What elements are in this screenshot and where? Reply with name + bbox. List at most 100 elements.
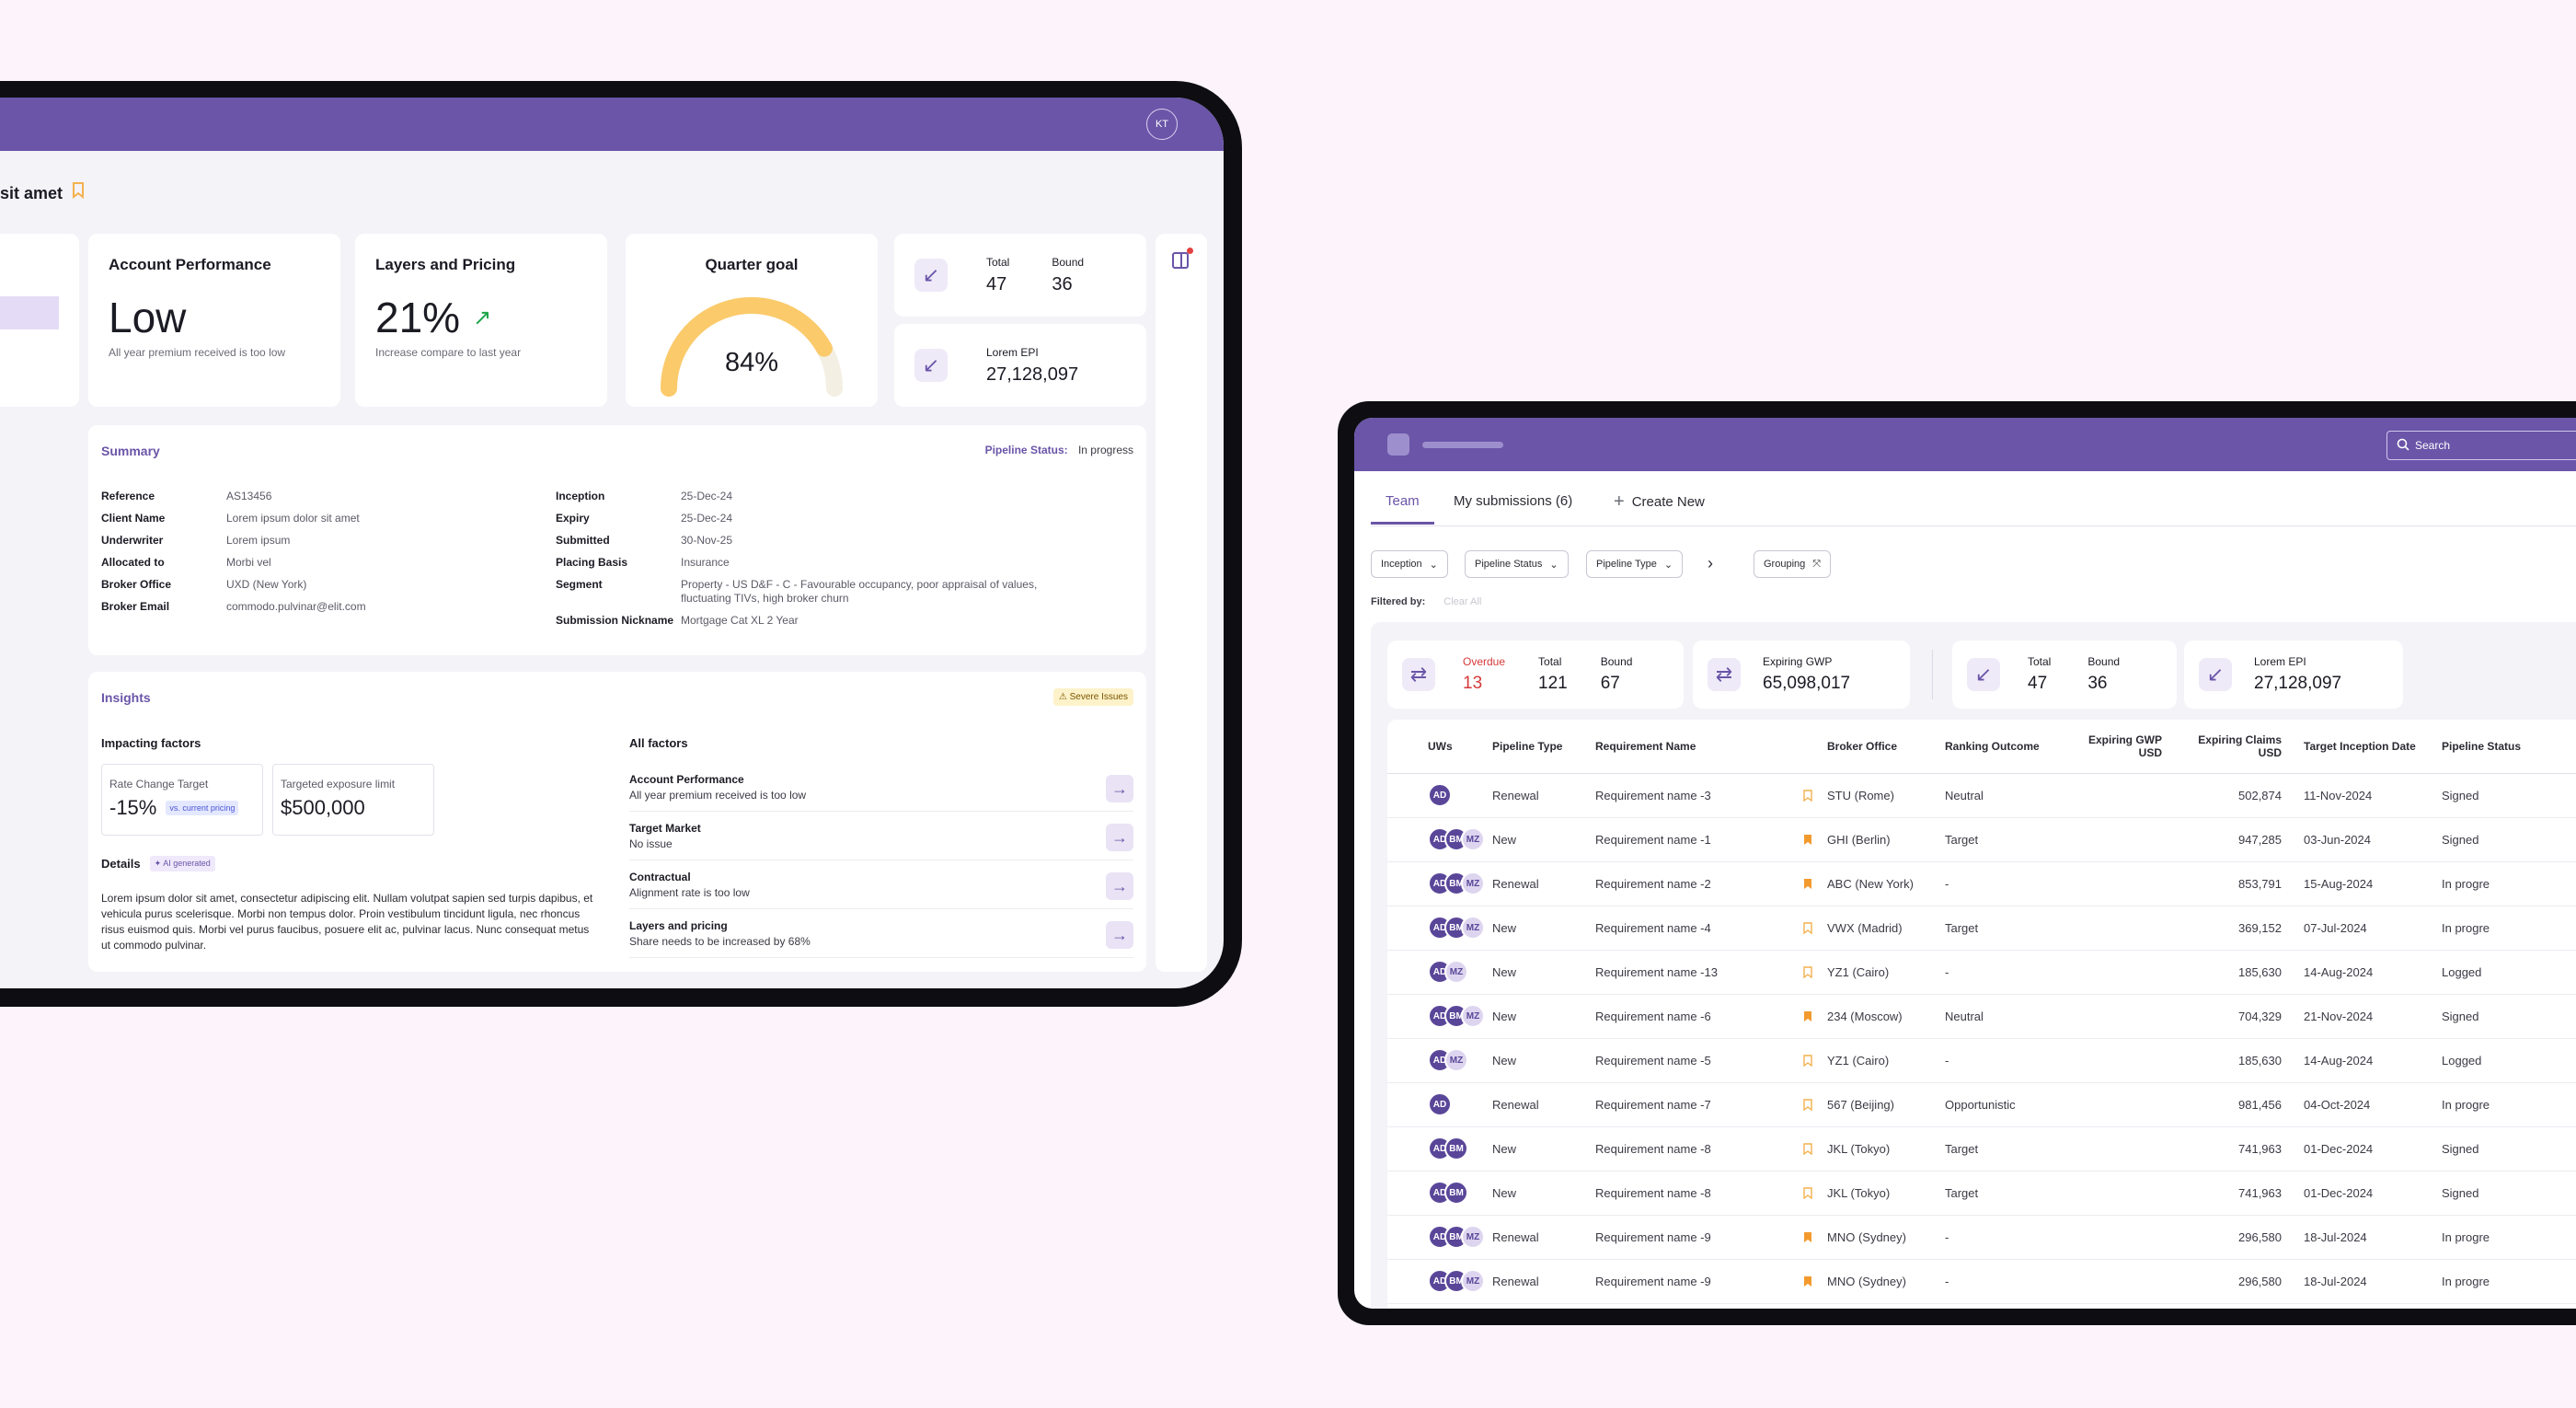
filter-inception[interactable]: Inception ⌄ [1371, 550, 1448, 578]
bookmark-icon[interactable] [1803, 1186, 1812, 1202]
bookmark-icon[interactable] [72, 182, 85, 204]
summary-row: Expiry 25-Dec-24 [556, 512, 1089, 525]
avatar: MZ [1461, 916, 1485, 940]
ranking-outcome-cell: Target [1945, 817, 2064, 862]
avatar: MZ [1444, 1048, 1468, 1072]
sidebar-selected-item[interactable] [0, 296, 59, 329]
pipeline-status-cell: Signed [2442, 773, 2576, 818]
pipeline-status-cell: Signed [2442, 994, 2576, 1039]
factor-row[interactable]: Target Market No issue → [629, 813, 1133, 860]
pipeline-status-value: In progress [1077, 444, 1133, 456]
requirement-name-cell: Requirement name -1 [1595, 817, 1827, 862]
column-header[interactable]: Target Inception Date [2304, 720, 2442, 774]
column-header[interactable]: Ranking Outcome [1945, 720, 2064, 774]
column-header[interactable]: Broker Office [1827, 720, 1945, 774]
uws-cell: AD BM MZ [1387, 994, 1492, 1039]
table-body: AD Renewal Requirement name -3 STU (Rome) Ne… [1387, 773, 2576, 1304]
factor-row[interactable]: Contractual Alignment rate is too low → [629, 861, 1133, 909]
column-header[interactable]: Expiring Claims USD [2184, 720, 2304, 774]
page-title: sit amet [0, 183, 63, 202]
table-row[interactable]: AD Renewal Requirement name -7 567 (Beijing… [1387, 1082, 2576, 1127]
broker-office-cell: YZ1 (Cairo) [1827, 1038, 1945, 1083]
pipeline-status-label: Pipeline Status: [984, 444, 1068, 456]
uws-cell: AD BM MZ [1387, 817, 1492, 862]
bookmark-icon[interactable] [1803, 921, 1812, 937]
bookmark-icon[interactable] [1803, 1142, 1812, 1158]
broker-office-cell: JKL (Tokyo) [1827, 1171, 1945, 1216]
tab-my-submissions[interactable]: My submissions (6) [1454, 493, 1573, 509]
ai-generated-tag: ✦ AI generated [149, 856, 215, 871]
table-row[interactable]: AD BM MZ New Requirement name -4 VWX (Madrid)… [1387, 906, 2576, 951]
table-row[interactable]: AD Renewal Requirement name -3 STU (Rome) Ne… [1387, 773, 2576, 818]
total-value: 47 [2028, 674, 2048, 693]
bookmark-icon[interactable] [1803, 1275, 1812, 1290]
summary-row: Inception 25-Dec-24 [556, 490, 1089, 503]
user-avatar[interactable]: KT [1146, 109, 1178, 140]
search-input[interactable]: Search [2386, 431, 2576, 460]
target-inception-date-cell: 18-Jul-2024 [2304, 1259, 2442, 1304]
arrow-right-icon[interactable]: → [1106, 824, 1133, 851]
bookmark-icon[interactable] [1803, 789, 1812, 804]
avatar: BM [1444, 1181, 1468, 1205]
table-row[interactable]: AD BM MZ New Requirement name -6 234 (Moscow)… [1387, 994, 2576, 1039]
pipeline-status-cell: Logged [2442, 950, 2576, 995]
layers-value: 21% [375, 294, 461, 341]
arrow-right-icon[interactable]: → [1106, 775, 1133, 802]
factor-title: Target Market [629, 822, 701, 835]
table-row[interactable]: AD BM MZ Renewal Requirement name -9 MNO (Syd… [1387, 1259, 2576, 1304]
column-header[interactable]: Expiring GWP USD [2064, 720, 2184, 774]
column-header[interactable]: Requirement Name [1595, 720, 1827, 774]
grouping-button[interactable]: Grouping ⤧ [1754, 550, 1832, 578]
table-row[interactable]: AD BM New Requirement name -8 JKL (Tokyo) Tar… [1387, 1126, 2576, 1171]
table-row[interactable]: AD BM New Requirement name -8 JKL (Tokyo) Tar… [1387, 1171, 2576, 1216]
total-bound-card: ↙ Total 47 Bound 36 [894, 234, 1146, 317]
card-title: Layers and Pricing [375, 256, 516, 273]
clear-all-link[interactable]: Clear All [1443, 596, 1482, 607]
bookmark-icon[interactable] [1803, 1010, 1812, 1025]
summary-row: Reference AS13456 [101, 490, 543, 503]
bookmark-icon[interactable] [1803, 1054, 1812, 1069]
summary-value: 25-Dec-24 [681, 490, 733, 502]
bookmark-icon[interactable] [1803, 1231, 1812, 1246]
arrow-right-icon[interactable]: → [1106, 872, 1133, 900]
table-row[interactable]: AD MZ New Requirement name -13 YZ1 (Cairo) - 1… [1387, 950, 2576, 995]
filtered-by-label: Filtered by: [1371, 596, 1426, 607]
table-header-row: UWs Pipeline Type Requirement Name Broker O… [1387, 720, 2576, 774]
lorem-epi-card: ↙ Lorem EPI 27,128,097 [2184, 641, 2403, 709]
target-inception-date-cell: 15-Aug-2024 [2304, 861, 2442, 906]
notification-dot [1187, 248, 1193, 254]
tab-create-new[interactable]: + Create New [1614, 491, 1705, 513]
table-row[interactable]: AD BM MZ Renewal Requirement name -9 MNO (Syd… [1387, 1215, 2576, 1260]
bookmark-icon[interactable] [1803, 878, 1812, 893]
bound-label: Bound [1600, 655, 1633, 668]
broker-office-cell: 567 (Beijing) [1827, 1082, 1945, 1127]
filter-pipeline-status[interactable]: Pipeline Status ⌄ [1465, 550, 1569, 578]
target-inception-date-cell: 18-Jul-2024 [2304, 1215, 2442, 1260]
table-row[interactable]: AD MZ New Requirement name -5 YZ1 (Cairo) - 18… [1387, 1038, 2576, 1083]
bookmark-icon[interactable] [1803, 965, 1812, 981]
avatar: MZ [1461, 1225, 1485, 1249]
expiring-claims-cell: 741,963 [2184, 1171, 2304, 1216]
chevron-right-icon[interactable]: › [1708, 554, 1713, 572]
pipeline-status-cell: Logged [2442, 1038, 2576, 1083]
bookmark-icon[interactable] [1803, 1098, 1812, 1114]
factor-row[interactable]: Account Performance All year premium rece… [629, 764, 1133, 812]
column-header[interactable]: UWs [1387, 720, 1492, 774]
table-row[interactable]: AD BM MZ Renewal Requirement name -2 ABC (New… [1387, 861, 2576, 906]
arrow-right-icon[interactable]: → [1106, 921, 1133, 949]
summary-value: Lorem ipsum [226, 534, 291, 547]
column-header[interactable]: Pipeline Type [1492, 720, 1595, 774]
ranking-outcome-cell: Target [1945, 1126, 2064, 1171]
filter-pipeline-type[interactable]: Pipeline Type ⌄ [1586, 550, 1684, 578]
column-header[interactable]: Pipeline Status [2442, 720, 2576, 774]
requirement-name: Requirement name -9 [1595, 1229, 1711, 1244]
details-title: Details [101, 857, 141, 871]
target-inception-date-cell: 01-Dec-2024 [2304, 1171, 2442, 1216]
tab-team[interactable]: Team [1371, 493, 1434, 525]
table-row[interactable]: AD BM MZ New Requirement name -1 GHI (Berlin)… [1387, 817, 2576, 862]
pipeline-status-cell: In progre [2442, 861, 2576, 906]
bookmark-icon[interactable] [1803, 834, 1812, 848]
summary-value: Mortgage Cat XL 2 Year [681, 614, 799, 627]
panel-icon[interactable] [1172, 248, 1193, 269]
factor-row[interactable]: Layers and pricing Share needs to be incr… [629, 910, 1133, 958]
